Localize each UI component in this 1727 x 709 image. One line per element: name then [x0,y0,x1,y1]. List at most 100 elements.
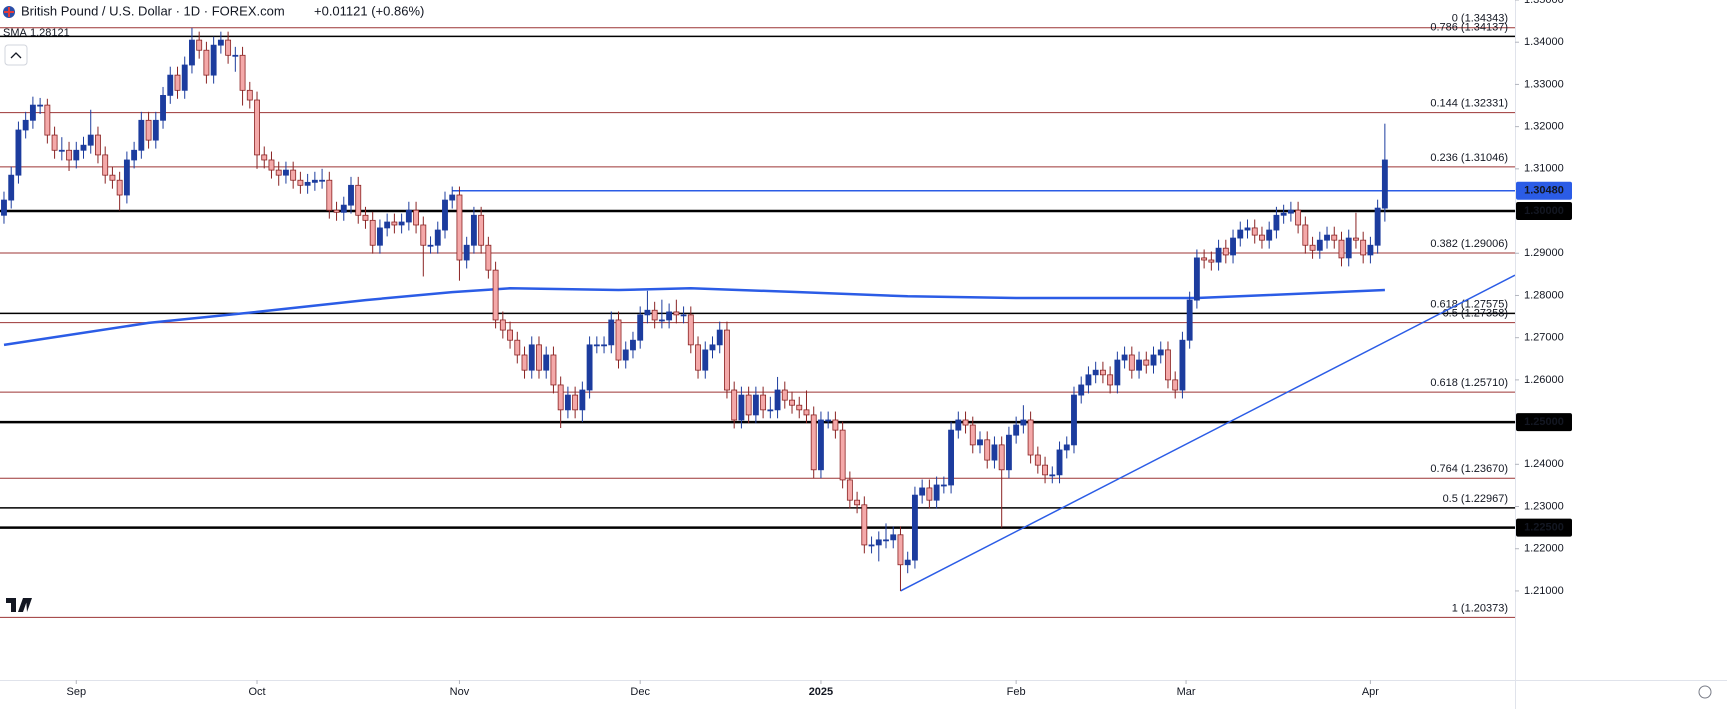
candle-body [1027,419,1034,456]
candle-body [1381,159,1388,209]
y-tick-label: 1.28000 [1524,289,1564,301]
candle-body [1360,239,1367,256]
y-tick-label: 1.35000 [1524,0,1564,6]
candle-body [210,44,217,76]
candle-body [1063,444,1070,451]
candle-body [839,429,846,481]
price-badge-label: 1.30480 [1524,185,1564,197]
candle-body [1338,239,1345,259]
candle-body [326,179,333,211]
candle-body [550,354,557,386]
candle-body [1215,247,1222,263]
candle-body [962,419,969,426]
candle-body [673,311,680,316]
candle-body [261,154,268,161]
candle-body [405,209,412,223]
indicator-value: 1.28121 [30,27,70,39]
candle-body [311,179,318,183]
candle-body [1013,424,1020,436]
candle-body [348,184,354,206]
candle-body [1244,227,1251,231]
candle-body [557,384,564,411]
candle-body [1099,369,1106,376]
candle-body [51,134,58,151]
candle-body [608,319,615,346]
candle-body [1121,354,1128,361]
candle-body [189,39,195,66]
level-label: 0 (1.34343) [1452,13,1508,25]
x-tick-label: Mar [1177,686,1196,698]
candle-body [1020,419,1027,426]
candle-body [586,344,593,391]
candle-body [1374,207,1381,246]
candle-body [1230,237,1236,256]
candle-body [695,344,701,371]
candle-body [492,269,499,321]
candle-body [420,224,427,246]
candle-body [1107,374,1114,386]
candle-body [254,99,260,156]
candle-body [384,221,391,229]
candle-body [666,311,673,321]
candle-body [138,119,145,151]
price-badge [1516,181,1572,200]
axes: 1.21000 1.22000 1.23000 1.24000 1.25000 1.260… [66,0,1572,698]
candle-body [846,479,853,501]
candle-body [687,314,694,346]
x-tick-label: Feb [1007,686,1026,698]
level-label: 0.236 (1.31046) [1430,152,1508,164]
candle-body [37,104,44,107]
candle-body [376,227,383,246]
candle-body [1186,299,1193,341]
candle-body [1150,354,1157,366]
candle-body [1353,237,1359,241]
price-badge-label: 1.25000 [1524,416,1564,428]
candle-body [398,221,405,226]
candle-body [1136,359,1142,371]
candle-body [297,179,304,186]
candle-body [1114,359,1121,386]
candle-body [752,394,759,416]
indicator-name: SMA [3,27,28,39]
candle-body [109,174,116,181]
collapse-button[interactable] [4,44,28,66]
candle-body [499,319,506,331]
candle-body [268,159,275,171]
candle-body [651,309,658,321]
candle-body [116,179,123,196]
level-label: 0.764 (1.23670) [1430,463,1508,475]
candle-body [955,419,962,431]
level-label: 0.786 (1.34137) [1430,21,1508,33]
price-badge [1516,518,1572,537]
candle-body [564,394,571,411]
candle-body [680,314,687,317]
candle-body [724,329,730,391]
candle-body [232,54,239,57]
candle-body [333,209,340,213]
candle-body [601,344,607,347]
price-badge [1516,413,1572,432]
candle-body [1143,359,1150,366]
plot-area: 0 (1.34343)0.786 (1.34137) 0.144 (1.32331… [0,13,1515,618]
candle-body [391,221,398,226]
x-tick-label: Sep [66,686,86,698]
trend-line [900,274,1515,592]
candle-body [507,329,513,341]
sma-line [3,287,1385,347]
candle-body [630,339,636,351]
candle-body [1287,209,1294,214]
candle-body [998,444,1005,471]
settings-button[interactable] [1698,685,1712,699]
candle-body [1302,224,1309,246]
candle-body [246,89,253,101]
y-tick-label: 1.23000 [1524,500,1564,512]
price-change: +0.01121 (+0.86%) [314,3,424,18]
candle-body [95,134,101,156]
y-tick-label: 1.21000 [1524,585,1564,597]
candle-body [362,214,369,221]
candle-body [145,119,152,141]
x-tick-label: 2025 [809,686,833,698]
candle-body [449,194,456,201]
candle-body [123,159,130,196]
